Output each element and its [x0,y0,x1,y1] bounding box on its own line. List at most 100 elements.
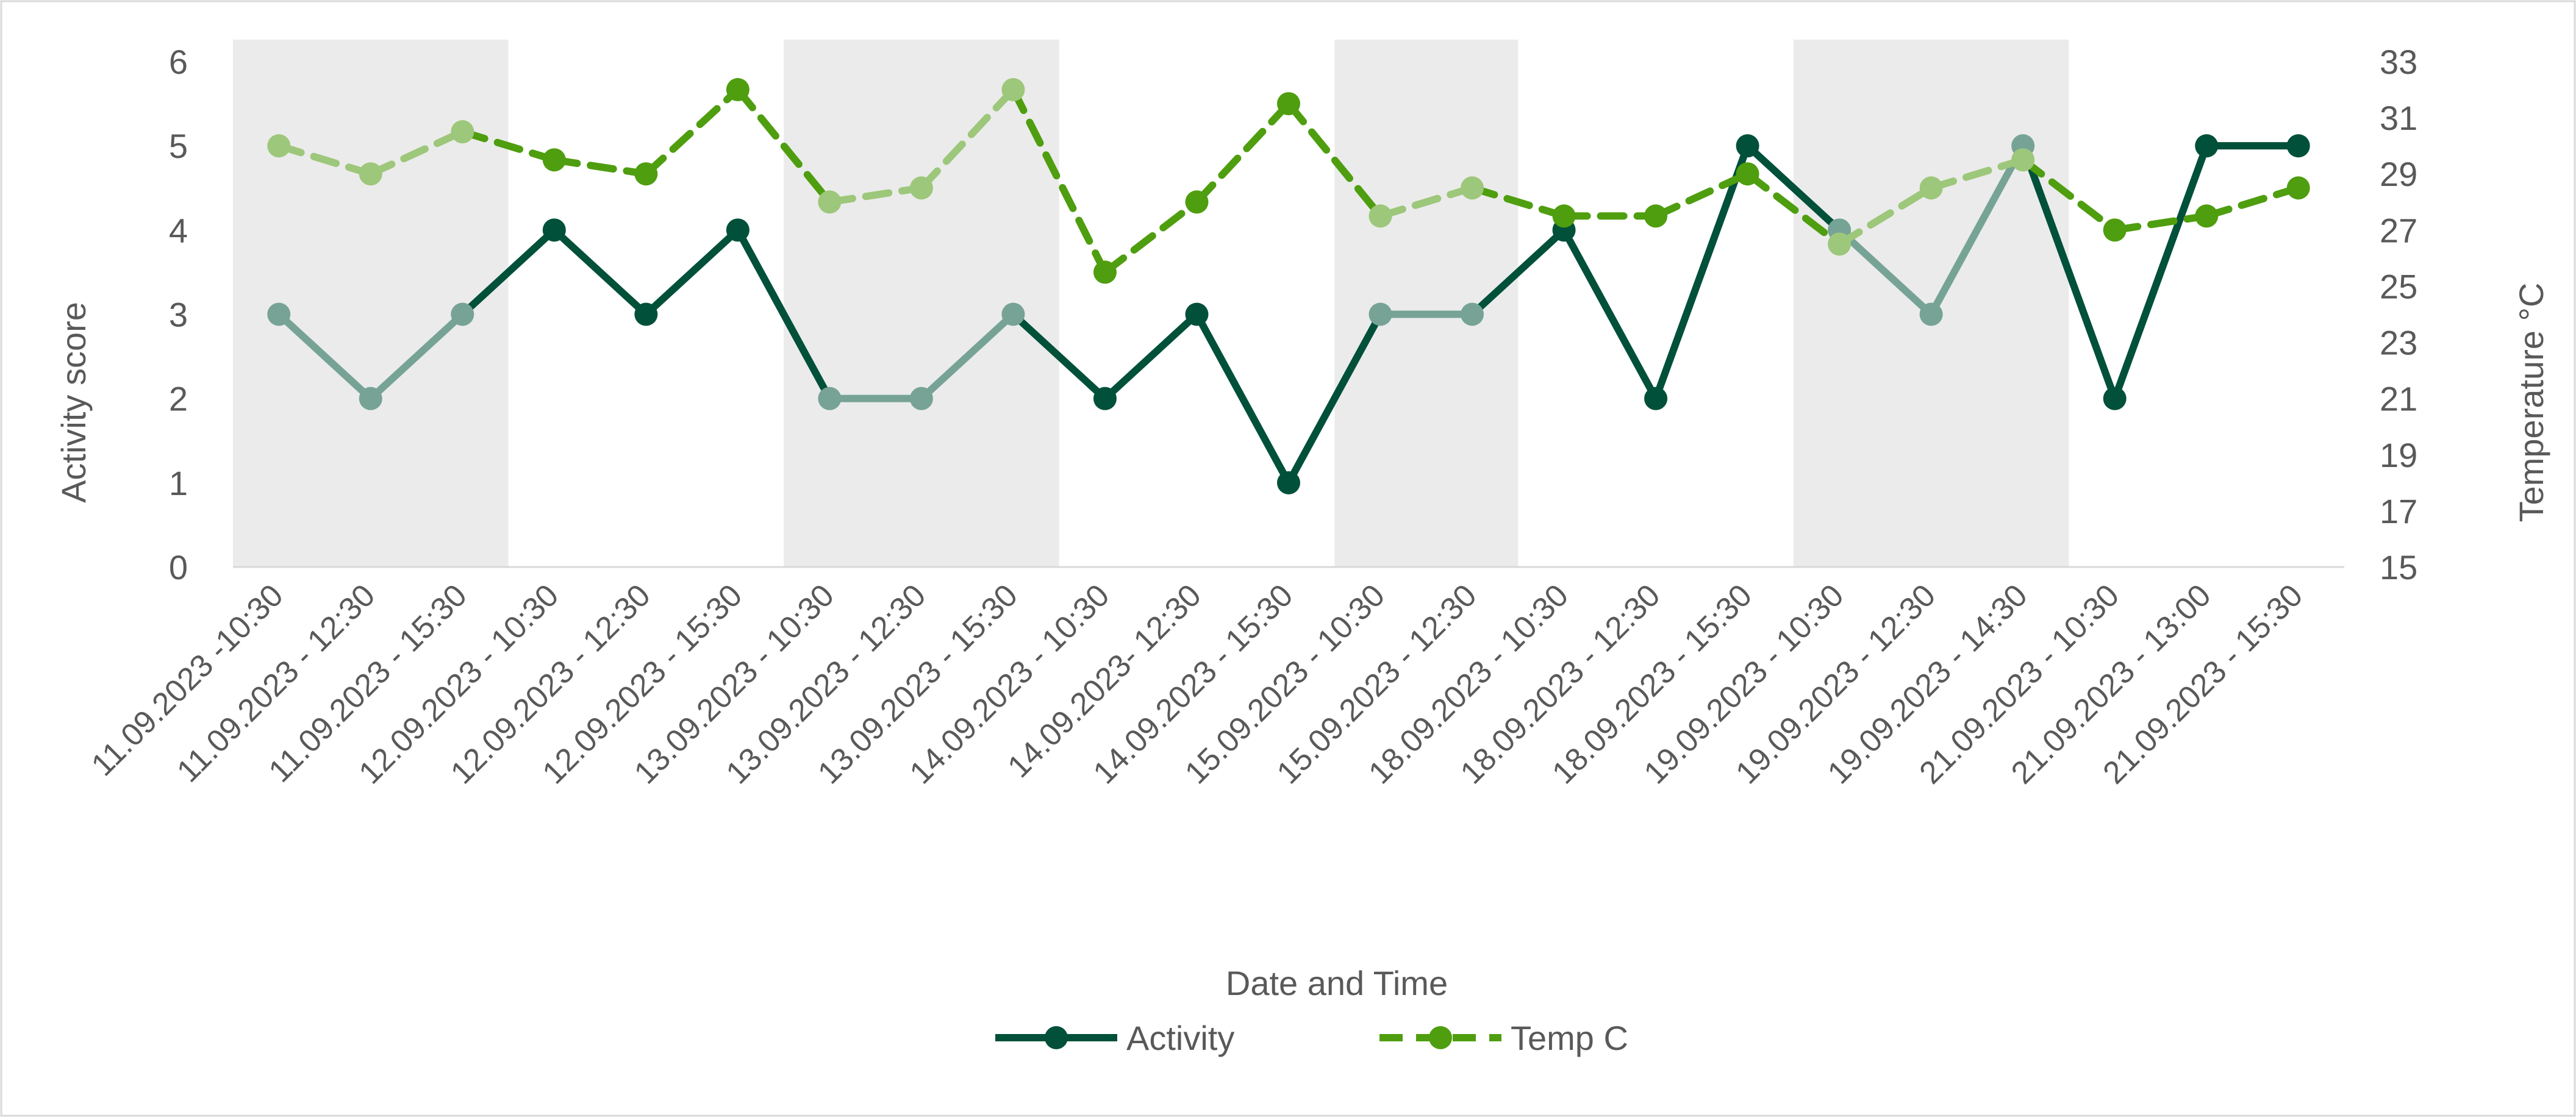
data-point [1461,176,1484,200]
legend-swatch-marker [1429,1026,1452,1049]
x-axis-label: Date and Time [1226,964,1448,1002]
data-point [1001,78,1025,102]
data-point [1552,204,1576,228]
legend-label: Activity [1126,1019,1234,1057]
y2-tick-label: 33 [2380,43,2417,81]
data-point [359,162,382,186]
data-point [267,134,291,158]
data-point [818,387,842,410]
data-point [1277,471,1300,494]
series-segment [917,310,1017,402]
series-segment [1376,184,1476,220]
series-segment [1193,310,1292,487]
data-point [1185,190,1209,214]
y2-tick-label: 25 [2380,267,2417,305]
data-point [1277,92,1300,116]
series-segment [2111,142,2211,402]
series-segment [550,226,650,318]
data-point [818,190,842,214]
data-point [1736,134,1759,158]
data-point [2195,134,2219,158]
legend-item-activity: Activity [995,1019,1234,1057]
y2-tick-label: 21 [2380,380,2417,418]
series-segment [1101,310,1201,402]
series-segment [1193,100,1292,206]
data-point [1368,204,1392,228]
y2-tick-label: 23 [2380,324,2417,362]
series-segment [1469,184,1568,220]
data-point [542,218,566,242]
data-point [1368,302,1392,326]
series-temp-c [267,78,2310,284]
y2-axis-label: Temperature °C [2512,283,2550,523]
series-segment [1009,310,1109,402]
series-activity [267,134,2310,494]
series-segment [1927,142,2027,318]
y-tick-label: 1 [169,464,188,502]
series-segment [459,226,558,318]
data-point [2103,387,2127,410]
series-segment [2019,142,2119,402]
series-segment [367,128,467,178]
series-segment [1285,310,1384,487]
data-point [1736,162,1759,186]
data-point [267,302,291,326]
data-point [451,120,474,144]
data-point [359,387,382,410]
legend: Activity Temp C [995,1019,1628,1057]
shaded-band-1 [784,40,1059,567]
data-point [634,162,658,186]
series-segment [2203,184,2302,220]
series-segment [1836,226,1935,318]
y2-tick-label: 15 [2380,548,2417,587]
y-tick-label: 5 [169,127,188,165]
data-point [451,302,474,326]
y2-tick-label: 29 [2380,155,2417,193]
series-segment [1836,184,1935,248]
data-point [909,176,933,200]
data-point [1644,387,1668,410]
y2-tick-label: 17 [2380,492,2417,530]
shaded-band-2 [1334,40,1519,567]
series-segment [1652,142,1751,402]
series-segment [1927,156,2027,192]
data-point [2286,176,2310,200]
data-point [1001,302,1025,326]
series-segment [1469,226,1568,318]
series-segment [1560,226,1660,402]
data-point [2103,218,2127,242]
data-point [2011,148,2035,172]
series-segment [367,310,467,402]
legend-item-temp-c: Temp C [1379,1019,1628,1057]
y-axis-label: Activity score [54,302,93,503]
series-segment [826,184,925,206]
y-tick-label: 4 [169,211,188,249]
data-point [1828,232,1852,256]
series-segment [550,156,650,178]
data-point [542,148,566,172]
series-segment [1009,86,1109,276]
series-segment [275,310,374,402]
data-point [1919,302,1943,326]
data-point [2286,134,2310,158]
series-segment [1744,142,1844,234]
data-point [634,302,658,326]
series-segment [1285,100,1384,220]
data-point [726,218,750,242]
y2-tick-label: 31 [2380,99,2417,137]
series-segment [2019,156,2119,234]
legend-swatch-marker [1045,1026,1068,1049]
series-segment [2111,212,2211,234]
legend-label: Temp C [1511,1019,1628,1057]
series-segment [459,128,558,164]
data-point [2195,204,2219,228]
series-layer [267,78,2310,494]
data-point [1185,302,1209,326]
y-tick-label: 0 [169,548,188,587]
data-point [1093,387,1117,410]
y-tick-label: 6 [169,43,188,81]
series-segment [642,86,742,178]
data-point [1461,302,1484,326]
